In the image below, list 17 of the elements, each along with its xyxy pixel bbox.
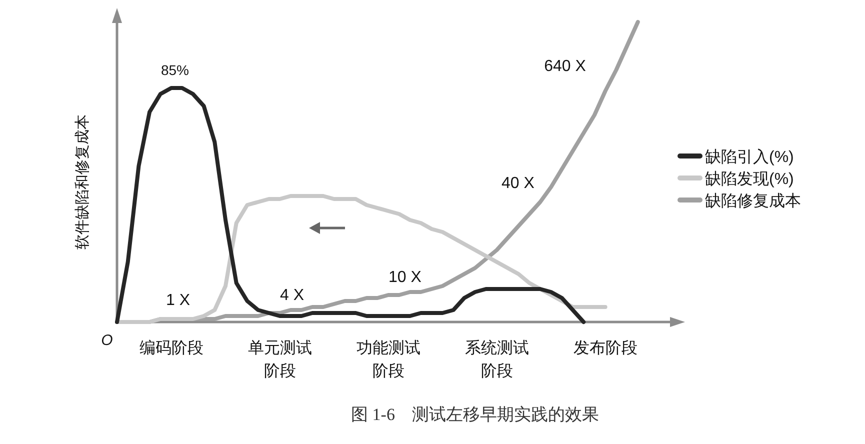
x-tick-label: 编码阶段 <box>139 339 204 357</box>
legend-label: 缺陷引入(%) <box>705 148 794 166</box>
legend-label: 缺陷发现(%) <box>705 170 794 188</box>
annotation: 640 X <box>544 58 586 75</box>
text: O <box>101 332 114 349</box>
annotation: 10 X <box>388 269 422 286</box>
annotation: 1 X <box>166 292 190 309</box>
x-tick-label: 单元测试阶段 <box>248 339 312 380</box>
annotation: 40 X <box>502 175 535 192</box>
caption: 图 1-6 测试左移早期实践的效果 <box>351 405 599 424</box>
legend-label: 缺陷修复成本 <box>705 192 801 210</box>
x-tick-label: 系统测试阶段 <box>464 339 529 380</box>
y-axis-title: 软件缺陷和修复成本 <box>74 114 91 250</box>
annotation: 4 X <box>280 287 304 304</box>
x-tick-label: 发布阶段 <box>573 339 638 357</box>
annotation: 85% <box>160 62 190 78</box>
x-tick-label: 功能测试阶段 <box>356 339 420 380</box>
